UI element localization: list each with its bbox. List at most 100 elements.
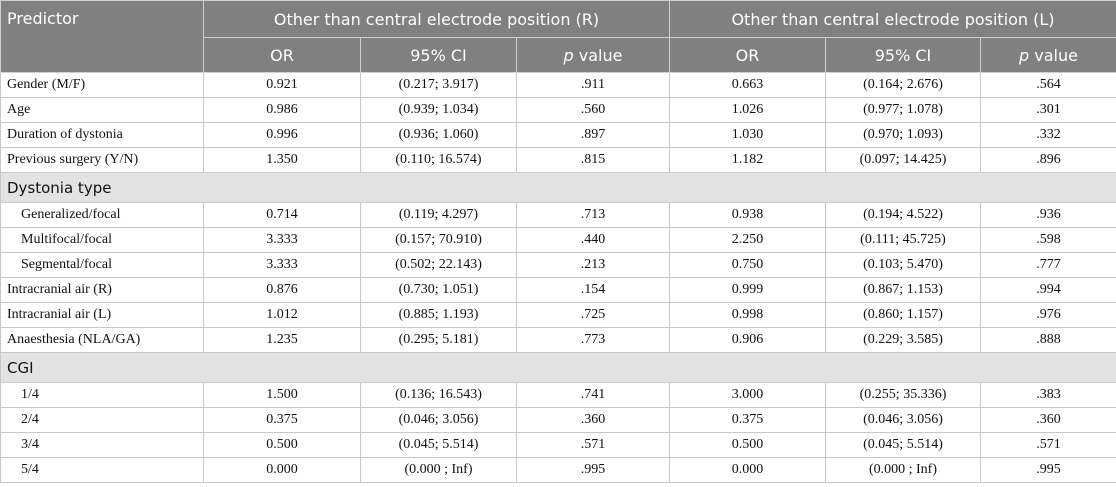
value-cell: .936	[980, 202, 1116, 228]
value-cell: .564	[980, 72, 1116, 98]
value-cell: (0.097; 14.425)	[825, 147, 981, 173]
value-cell: .725	[516, 302, 670, 328]
value-cell: .598	[980, 227, 1116, 253]
value-cell: .777	[980, 252, 1116, 278]
value-cell: (0.867; 1.153)	[825, 277, 981, 303]
value-cell: (0.110; 16.574)	[360, 147, 517, 173]
value-cell: 2.250	[669, 227, 826, 253]
value-cell: (0.111; 45.725)	[825, 227, 981, 253]
value-cell: .911	[516, 72, 670, 98]
value-cell: .213	[516, 252, 670, 278]
predictor-cell: 3/4	[0, 432, 204, 458]
value-cell: (0.119; 4.297)	[360, 202, 517, 228]
table-header: Predictor Other than central electrode p…	[0, 0, 1116, 73]
value-cell: (0.730; 1.051)	[360, 277, 517, 303]
value-cell: .741	[516, 382, 670, 408]
value-cell: .995	[516, 457, 670, 483]
value-cell: 0.663	[669, 72, 826, 98]
value-cell: .332	[980, 122, 1116, 148]
column-header: 95% CI	[360, 37, 517, 73]
value-cell: .815	[516, 147, 670, 173]
header-group: Other than central electrode position (R…	[203, 0, 670, 38]
table-body: Gender (M/F) 0.921 (0.217; 3.917) .911 0.663…	[0, 72, 1116, 483]
data-row: Intracranial air (L) 1.012 (0.885; 1.193).…	[0, 302, 1116, 328]
predictor-cell: Segmental/focal	[0, 252, 204, 278]
predictor-cell: 5/4	[0, 457, 204, 483]
data-row: Multifocal/focal 3.333 (0.157; 70.910) .440…	[0, 227, 1116, 253]
header-group: Other than central electrode position (L…	[669, 0, 1116, 38]
value-cell: (0.045; 5.514)	[825, 432, 981, 458]
value-cell: .560	[516, 97, 670, 123]
value-cell: (0.046; 3.056)	[360, 407, 517, 433]
data-row: Gender (M/F) 0.921 (0.217; 3.917) .911 0.663…	[0, 72, 1116, 98]
value-cell: .896	[980, 147, 1116, 173]
value-cell: .571	[980, 432, 1116, 458]
value-cell: (0.936; 1.060)	[360, 122, 517, 148]
value-cell: (0.255; 35.336)	[825, 382, 981, 408]
value-cell: (0.045; 5.514)	[360, 432, 517, 458]
column-header: p value	[516, 37, 670, 73]
value-cell: 0.375	[669, 407, 826, 433]
value-cell: (0.939; 1.034)	[360, 97, 517, 123]
value-cell: .301	[980, 97, 1116, 123]
value-cell: 0.906	[669, 327, 826, 353]
value-cell: .383	[980, 382, 1116, 408]
value-cell: 0.500	[669, 432, 826, 458]
value-cell: 0.996	[203, 122, 361, 148]
section-row: CGI	[0, 352, 1116, 383]
value-cell: 1.012	[203, 302, 361, 328]
value-cell: .360	[980, 407, 1116, 433]
value-cell: .773	[516, 327, 670, 353]
value-cell: 1.030	[669, 122, 826, 148]
value-cell: .995	[980, 457, 1116, 483]
value-cell: .976	[980, 302, 1116, 328]
value-cell: .994	[980, 277, 1116, 303]
value-cell: (0.885; 1.193)	[360, 302, 517, 328]
value-cell: 3.333	[203, 227, 361, 253]
value-cell: (0.229; 3.585)	[825, 327, 981, 353]
value-cell: (0.164; 2.676)	[825, 72, 981, 98]
predictor-cell: Multifocal/focal	[0, 227, 204, 253]
value-cell: .888	[980, 327, 1116, 353]
value-cell: (0.860; 1.157)	[825, 302, 981, 328]
value-cell: .571	[516, 432, 670, 458]
column-header: OR	[203, 37, 361, 73]
value-cell: (0.046; 3.056)	[825, 407, 981, 433]
data-row: Duration of dystonia 0.996 (0.936; 1.060).…	[0, 122, 1116, 148]
predictor-cell: Previous surgery (Y/N)	[0, 147, 204, 173]
column-header: OR	[669, 37, 826, 73]
value-cell: (0.502; 22.143)	[360, 252, 517, 278]
value-cell: .440	[516, 227, 670, 253]
value-cell: 0.938	[669, 202, 826, 228]
predictor-cell: Intracranial air (R)	[0, 277, 204, 303]
value-cell: (0.217; 3.917)	[360, 72, 517, 98]
value-cell: .897	[516, 122, 670, 148]
section-label: Dystonia type	[0, 172, 1116, 203]
value-cell: 0.986	[203, 97, 361, 123]
value-cell: 0.000	[203, 457, 361, 483]
predictor-cell: Age	[0, 97, 204, 123]
value-cell: (0.970; 1.093)	[825, 122, 981, 148]
data-row: 3/4 0.500 (0.045; 5.514) .571 0.500 (0.045; 5…	[0, 432, 1116, 458]
header-cell: Predictor	[0, 0, 204, 73]
value-cell: 1.350	[203, 147, 361, 173]
value-cell: (0.194; 4.522)	[825, 202, 981, 228]
value-cell: (0.157; 70.910)	[360, 227, 517, 253]
data-row: 1/4 1.500 (0.136; 16.543) .741 3.000 (0.255; …	[0, 382, 1116, 408]
data-row: Previous surgery (Y/N) 1.350 (0.110; 16.57…	[0, 147, 1116, 173]
value-cell: 3.333	[203, 252, 361, 278]
value-cell: (0.103; 5.470)	[825, 252, 981, 278]
data-row: 2/4 0.375 (0.046; 3.056) .360 0.375 (0.046; 3…	[0, 407, 1116, 433]
value-cell: 0.375	[203, 407, 361, 433]
value-cell: 0.999	[669, 277, 826, 303]
value-cell: .360	[516, 407, 670, 433]
value-cell: 0.714	[203, 202, 361, 228]
value-cell: (0.136; 16.543)	[360, 382, 517, 408]
value-cell: 0.000	[669, 457, 826, 483]
value-cell: 3.000	[669, 382, 826, 408]
predictor-cell: Duration of dystonia	[0, 122, 204, 148]
value-cell: 0.921	[203, 72, 361, 98]
data-row: Anaesthesia (NLA/GA) 1.235 (0.295; 5.181).…	[0, 327, 1116, 353]
value-cell: 1.026	[669, 97, 826, 123]
